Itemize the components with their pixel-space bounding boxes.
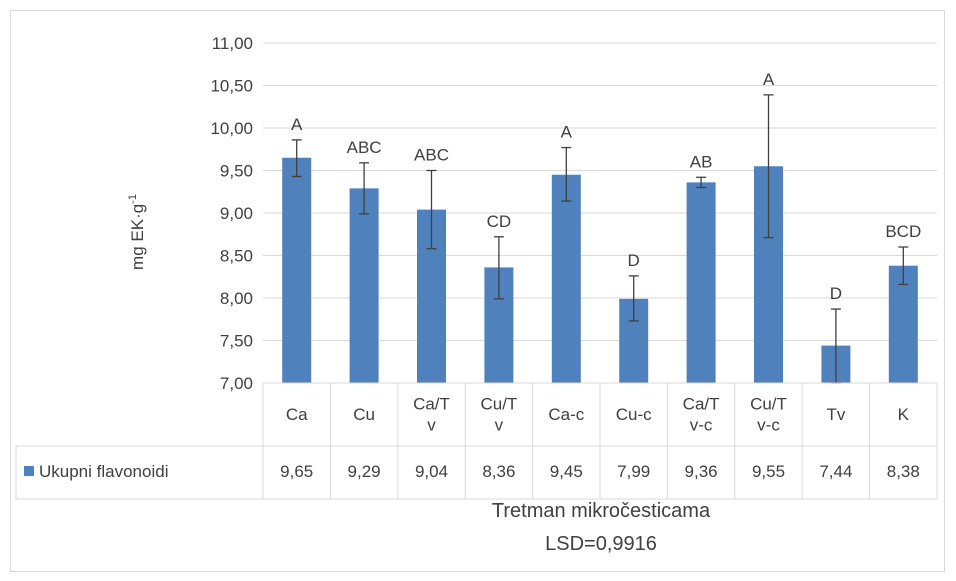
value-cell: 9,65 <box>280 462 313 481</box>
category-label-line: K <box>898 405 910 424</box>
value-cell: 8,36 <box>482 462 515 481</box>
y-tick-label: 7,00 <box>220 374 253 393</box>
value-cell: 9,55 <box>752 462 785 481</box>
bar <box>282 157 312 383</box>
category-label: Ca/T v <box>413 395 450 435</box>
category-label-line: Ca <box>286 405 308 424</box>
category-label-line: v <box>427 416 436 435</box>
category-label-line: Ca-c <box>548 405 584 424</box>
y-tick-label: 7,50 <box>220 332 253 351</box>
category-label: Cu/T v <box>480 395 517 435</box>
significance-letter: D <box>830 284 842 303</box>
significance-letter: CD <box>487 212 512 231</box>
y-tick-label: 9,00 <box>220 204 253 223</box>
value-cell: 9,36 <box>685 462 718 481</box>
y-axis-label: mg EK·g-1 <box>127 194 147 270</box>
y-axis-label-main: mg EK·g <box>128 204 147 270</box>
category-label-line: Ca/T <box>683 395 720 414</box>
y-tick-label: 10,00 <box>210 119 253 138</box>
category-label: K <box>898 405 910 424</box>
value-cell: 7,99 <box>617 462 650 481</box>
category-label-line: v <box>495 416 504 435</box>
bar <box>349 188 379 383</box>
bar <box>686 182 716 383</box>
chart-svg: 7,007,508,008,509,009,5010,0010,5011,00 … <box>15 34 938 555</box>
bar <box>551 174 581 383</box>
y-tick-label: 11,00 <box>212 34 253 53</box>
bar <box>888 265 918 383</box>
significance-letter: ABC <box>414 146 449 165</box>
y-axis-label-superscript: -1 <box>127 194 139 204</box>
significance-letter: A <box>291 115 303 134</box>
category-label: Cu-c <box>616 405 652 424</box>
significance-letter: A <box>561 123 573 142</box>
category-label: Tv <box>826 405 845 424</box>
significance-letter: D <box>628 251 640 270</box>
value-cell: 9,04 <box>415 462 448 481</box>
category-label-line: v-c <box>757 416 780 435</box>
x-axis-label: Tretman mikročesticama <box>492 500 711 522</box>
category-label-line: Cu/T <box>750 395 787 414</box>
category-label-line: Cu/T <box>480 395 517 414</box>
category-label: Cu <box>353 405 375 424</box>
lsd-label: LSD=0,9916 <box>545 533 657 555</box>
value-cell: 8,38 <box>887 462 920 481</box>
category-label-line: Ca/T <box>413 395 450 414</box>
value-cell: 9,45 <box>550 462 583 481</box>
category-label-line: Cu <box>353 405 375 424</box>
y-tick-label: 8,50 <box>220 247 253 266</box>
category-label-line: Cu-c <box>616 405 652 424</box>
category-label-line: v-c <box>690 416 713 435</box>
category-label: Cu/T v-c <box>750 395 787 435</box>
legend-label: Ukupni flavonoidi <box>39 462 168 481</box>
category-label: Ca <box>286 405 308 424</box>
chart-frame: 7,00 7,50 8,00 8,50 9,00 9,50 10,00 10,50 11,00 … <box>10 10 945 572</box>
legend-key <box>24 466 34 476</box>
category-label: Ca/T v-c <box>683 395 720 435</box>
significance-letter: BCD <box>885 222 921 241</box>
category-label: Ca-c <box>548 405 584 424</box>
significance-letter: AB <box>690 152 713 171</box>
y-tick-label: 10,50 <box>210 77 253 96</box>
category-label-line: Tv <box>826 405 845 424</box>
y-tick-label: 9,50 <box>220 162 253 181</box>
value-cell: 9,29 <box>348 462 381 481</box>
significance-letter: A <box>763 70 775 89</box>
y-tick-label: 8,00 <box>220 289 253 308</box>
value-cell: 7,44 <box>819 462 852 481</box>
significance-letter: ABC <box>347 138 382 157</box>
